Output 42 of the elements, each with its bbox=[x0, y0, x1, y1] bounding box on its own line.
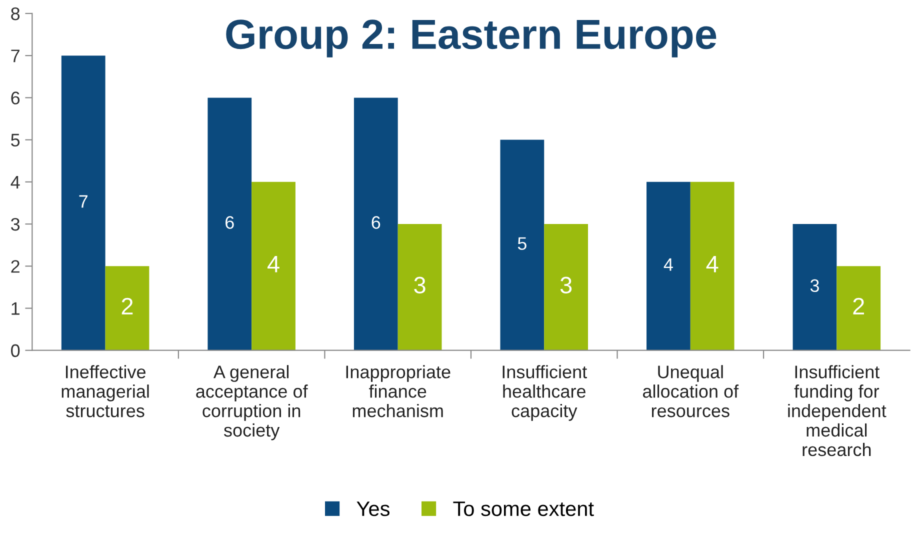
bar bbox=[105, 266, 150, 350]
y-tick-label: 4 bbox=[10, 176, 20, 188]
bar bbox=[61, 56, 106, 350]
legend-label: To some extent bbox=[453, 502, 594, 516]
chart-title: Group 2: Eastern Europe bbox=[226, 20, 716, 58]
x-tick-label: Ineffective managerial structures bbox=[62, 365, 149, 418]
y-tick-label: 6 bbox=[11, 92, 20, 104]
y-tick-label: 8 bbox=[11, 7, 20, 20]
x-tick-label: Insufficient funding for independent medical research bbox=[788, 365, 886, 456]
data-label: 3 bbox=[810, 279, 819, 292]
bar bbox=[836, 266, 881, 350]
x-tick-label: Inappropriate finance mechanism bbox=[346, 365, 450, 418]
data-label: 2 bbox=[853, 298, 864, 314]
bar bbox=[398, 224, 442, 350]
data-label: 4 bbox=[267, 256, 280, 272]
data-label: 4 bbox=[664, 258, 673, 271]
y-tick-label: 2 bbox=[11, 260, 20, 273]
y-tick-label: 7 bbox=[11, 50, 20, 62]
bar bbox=[792, 224, 837, 350]
y-tick-label: 0 bbox=[11, 344, 20, 358]
x-tick-label: Unequal allocation of resources bbox=[642, 365, 739, 418]
data-label: 3 bbox=[560, 276, 572, 294]
x-tick-label: A general acceptance of corruption in society bbox=[196, 365, 308, 440]
bar bbox=[544, 224, 588, 350]
data-label: 5 bbox=[518, 237, 526, 250]
data-label: 2 bbox=[122, 298, 133, 314]
data-label: 6 bbox=[226, 216, 234, 229]
bar bbox=[354, 98, 398, 350]
bar bbox=[646, 182, 690, 350]
bar bbox=[208, 98, 252, 350]
data-label: 4 bbox=[706, 256, 718, 272]
bar bbox=[690, 182, 734, 350]
data-label: 7 bbox=[79, 195, 88, 208]
legend-label: Yes bbox=[356, 502, 390, 516]
y-tick-label: 5 bbox=[11, 134, 20, 147]
y-tick-label: 1 bbox=[12, 302, 20, 315]
bar bbox=[252, 182, 296, 350]
bar bbox=[500, 140, 544, 350]
data-label: 6 bbox=[372, 216, 380, 229]
y-tick-label: 3 bbox=[11, 218, 20, 231]
x-tick-label: Insufficient healthcare capacity bbox=[502, 365, 587, 421]
data-label: 3 bbox=[414, 276, 426, 294]
